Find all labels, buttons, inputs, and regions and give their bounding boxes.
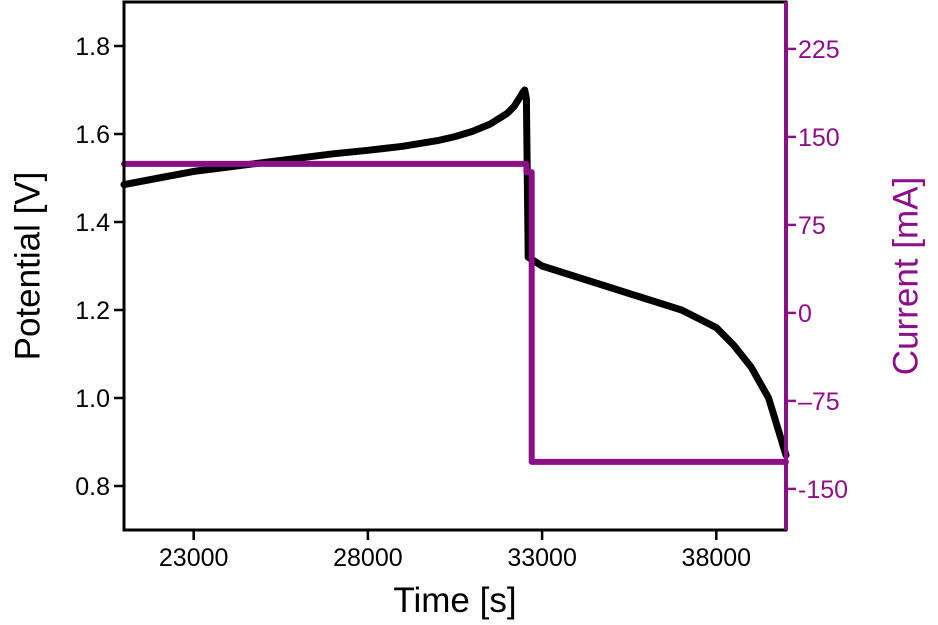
x-axis-ticks: 23000 28000 33000 38000	[159, 530, 751, 572]
y-axis-ticks: 0.8 1.0 1.2 1.4 1.6 1.8	[75, 33, 124, 501]
y-tick-label: 1.4	[75, 209, 110, 237]
current-series-line	[121, 160, 789, 465]
y2-tick-label: -150	[798, 476, 848, 504]
y-tick-label: 1.6	[75, 121, 110, 149]
y2-axis-ticks: -150 –75 0 75 150 225	[786, 36, 848, 504]
potential-series-line	[120, 86, 790, 459]
y2-tick-label: –75	[798, 388, 840, 416]
y2-tick-label: 225	[798, 36, 840, 64]
y2-axis-label: Current [mA]	[886, 177, 925, 375]
y-tick-label: 1.8	[75, 33, 110, 61]
y2-tick-label: 150	[798, 124, 840, 152]
y-tick-label: 1.0	[75, 385, 110, 413]
series-layer	[120, 86, 790, 465]
y-axis-label: Potential [V]	[8, 172, 47, 361]
x-tick-label: 38000	[682, 544, 752, 572]
y2-tick-label: 0	[798, 300, 812, 328]
x-axis-label: Time [s]	[393, 581, 516, 620]
x-tick-label: 23000	[159, 544, 229, 572]
plot-frame	[122, 0, 788, 532]
x-tick-label: 28000	[333, 544, 403, 572]
x-tick-label: 33000	[507, 544, 577, 572]
y-tick-label: 0.8	[75, 473, 110, 501]
y2-tick-label: 75	[798, 212, 826, 240]
y-tick-label: 1.2	[75, 297, 110, 325]
